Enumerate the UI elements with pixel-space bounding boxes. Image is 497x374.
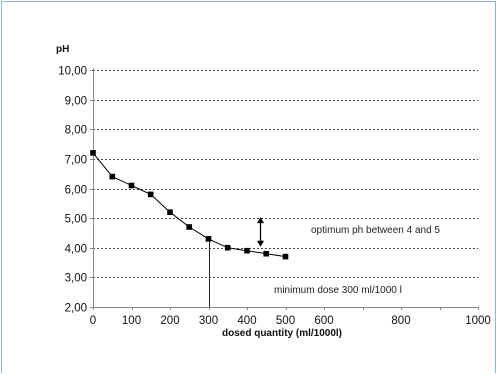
y-tick-label: 6,00: [65, 185, 87, 197]
data-point: [167, 209, 173, 215]
y-tick-label: 3,00: [65, 273, 87, 285]
y-tick-labels: 2,00 3,00 4,00 5,00 6,00 7,00 8,00 9,00 10,00: [58, 66, 87, 315]
x-tick-labels: 0 100 200 300 400 500 600 800 1000: [90, 315, 491, 327]
data-point: [224, 244, 231, 251]
y-tick-label: 4,00: [65, 244, 87, 256]
series-line: [92, 152, 286, 258]
data-point: [109, 173, 116, 180]
data-point: [244, 247, 250, 254]
minimum-dose-label: minimum dose 300 ml/1000 l: [274, 285, 402, 296]
axes: [90, 68, 479, 310]
optimum-range-arrow-head-up: [257, 217, 264, 224]
x-tick-label: 800: [391, 315, 410, 327]
data-point: [186, 224, 192, 230]
x-tick-label: 200: [160, 315, 179, 327]
data-series: [90, 150, 289, 260]
annotations: [209, 217, 264, 307]
x-tick-label: 400: [237, 315, 256, 327]
x-tick-label: 600: [314, 315, 333, 327]
data-point: [147, 191, 154, 198]
y-tick-label: 9,00: [65, 96, 87, 108]
optimum-range-arrow-head-down: [257, 240, 264, 247]
gridlines: [93, 70, 478, 278]
data-point: [282, 253, 289, 260]
data-point: [205, 236, 212, 242]
y-tick-label: 5,00: [65, 214, 87, 226]
data-point: [90, 150, 96, 156]
y-tick-label: 8,00: [65, 125, 87, 137]
x-tick-label: 500: [276, 315, 295, 327]
x-axis-title: dosed quantity (ml/1000l): [222, 328, 342, 339]
x-tick-label: 0: [90, 315, 96, 327]
x-tick-label: 300: [199, 315, 218, 327]
y-tick-label: 7,00: [65, 155, 87, 167]
y-tick-label: 2,00: [65, 303, 87, 315]
x-tick-label: 100: [122, 315, 141, 327]
data-point: [263, 250, 269, 257]
optimum-ph-label: optimum ph between 4 and 5: [311, 225, 440, 236]
x-tick-label: 1000: [465, 315, 491, 327]
y-axis-title: pH: [56, 44, 69, 55]
data-point: [128, 182, 135, 189]
y-tick-label: 10,00: [58, 66, 87, 78]
